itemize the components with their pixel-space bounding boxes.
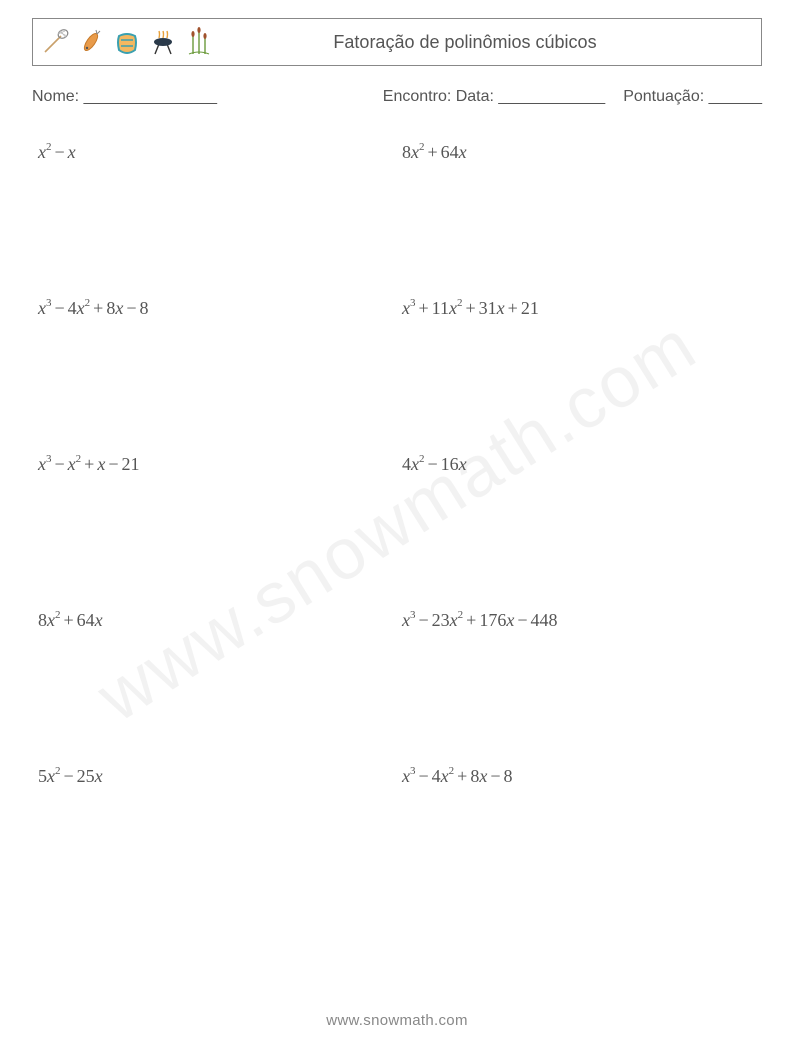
pot-icon [147,26,179,58]
problem-expression: x3−4x2+8x−8 [402,766,756,787]
score-field: Pontuação: ______ [623,88,762,106]
lure-icon [75,26,107,58]
info-line: Nome: _______________ Encontro: Data: __… [32,88,762,106]
problem-expression: 8x2+64x [402,142,756,163]
header-box: Fatoração de polinômios cúbicos [32,18,762,66]
problem-expression: x3+11x2+31x+21 [402,298,756,319]
name-field: Nome: _______________ [32,88,217,106]
problem-expression: x3−23x2+176x−448 [402,610,756,631]
problem-expression: 8x2+64x [38,610,392,631]
problem-expression: 5x2−25x [38,766,392,787]
header-icons [39,26,215,58]
boat-icon [111,26,143,58]
problem-expression: 4x2−16x [402,454,756,475]
worksheet-title: Fatoração de polinômios cúbicos [215,32,755,53]
footer-url: www.snowmath.com [0,1012,794,1029]
worksheet-page: www.snowmath.com [0,0,794,1053]
net-icon [39,26,71,58]
problem-expression: x3−x2+x−21 [38,454,392,475]
date-field: Encontro: Data: ____________ [383,88,605,106]
reeds-icon [183,26,215,58]
problem-expression: x2−x [38,142,392,163]
problem-expression: x3−4x2+8x−8 [38,298,392,319]
problems-grid: x2−x 8x2+64x x3−4x2+8x−8 x3+11x2+31x+21 x3−x… [32,142,762,787]
